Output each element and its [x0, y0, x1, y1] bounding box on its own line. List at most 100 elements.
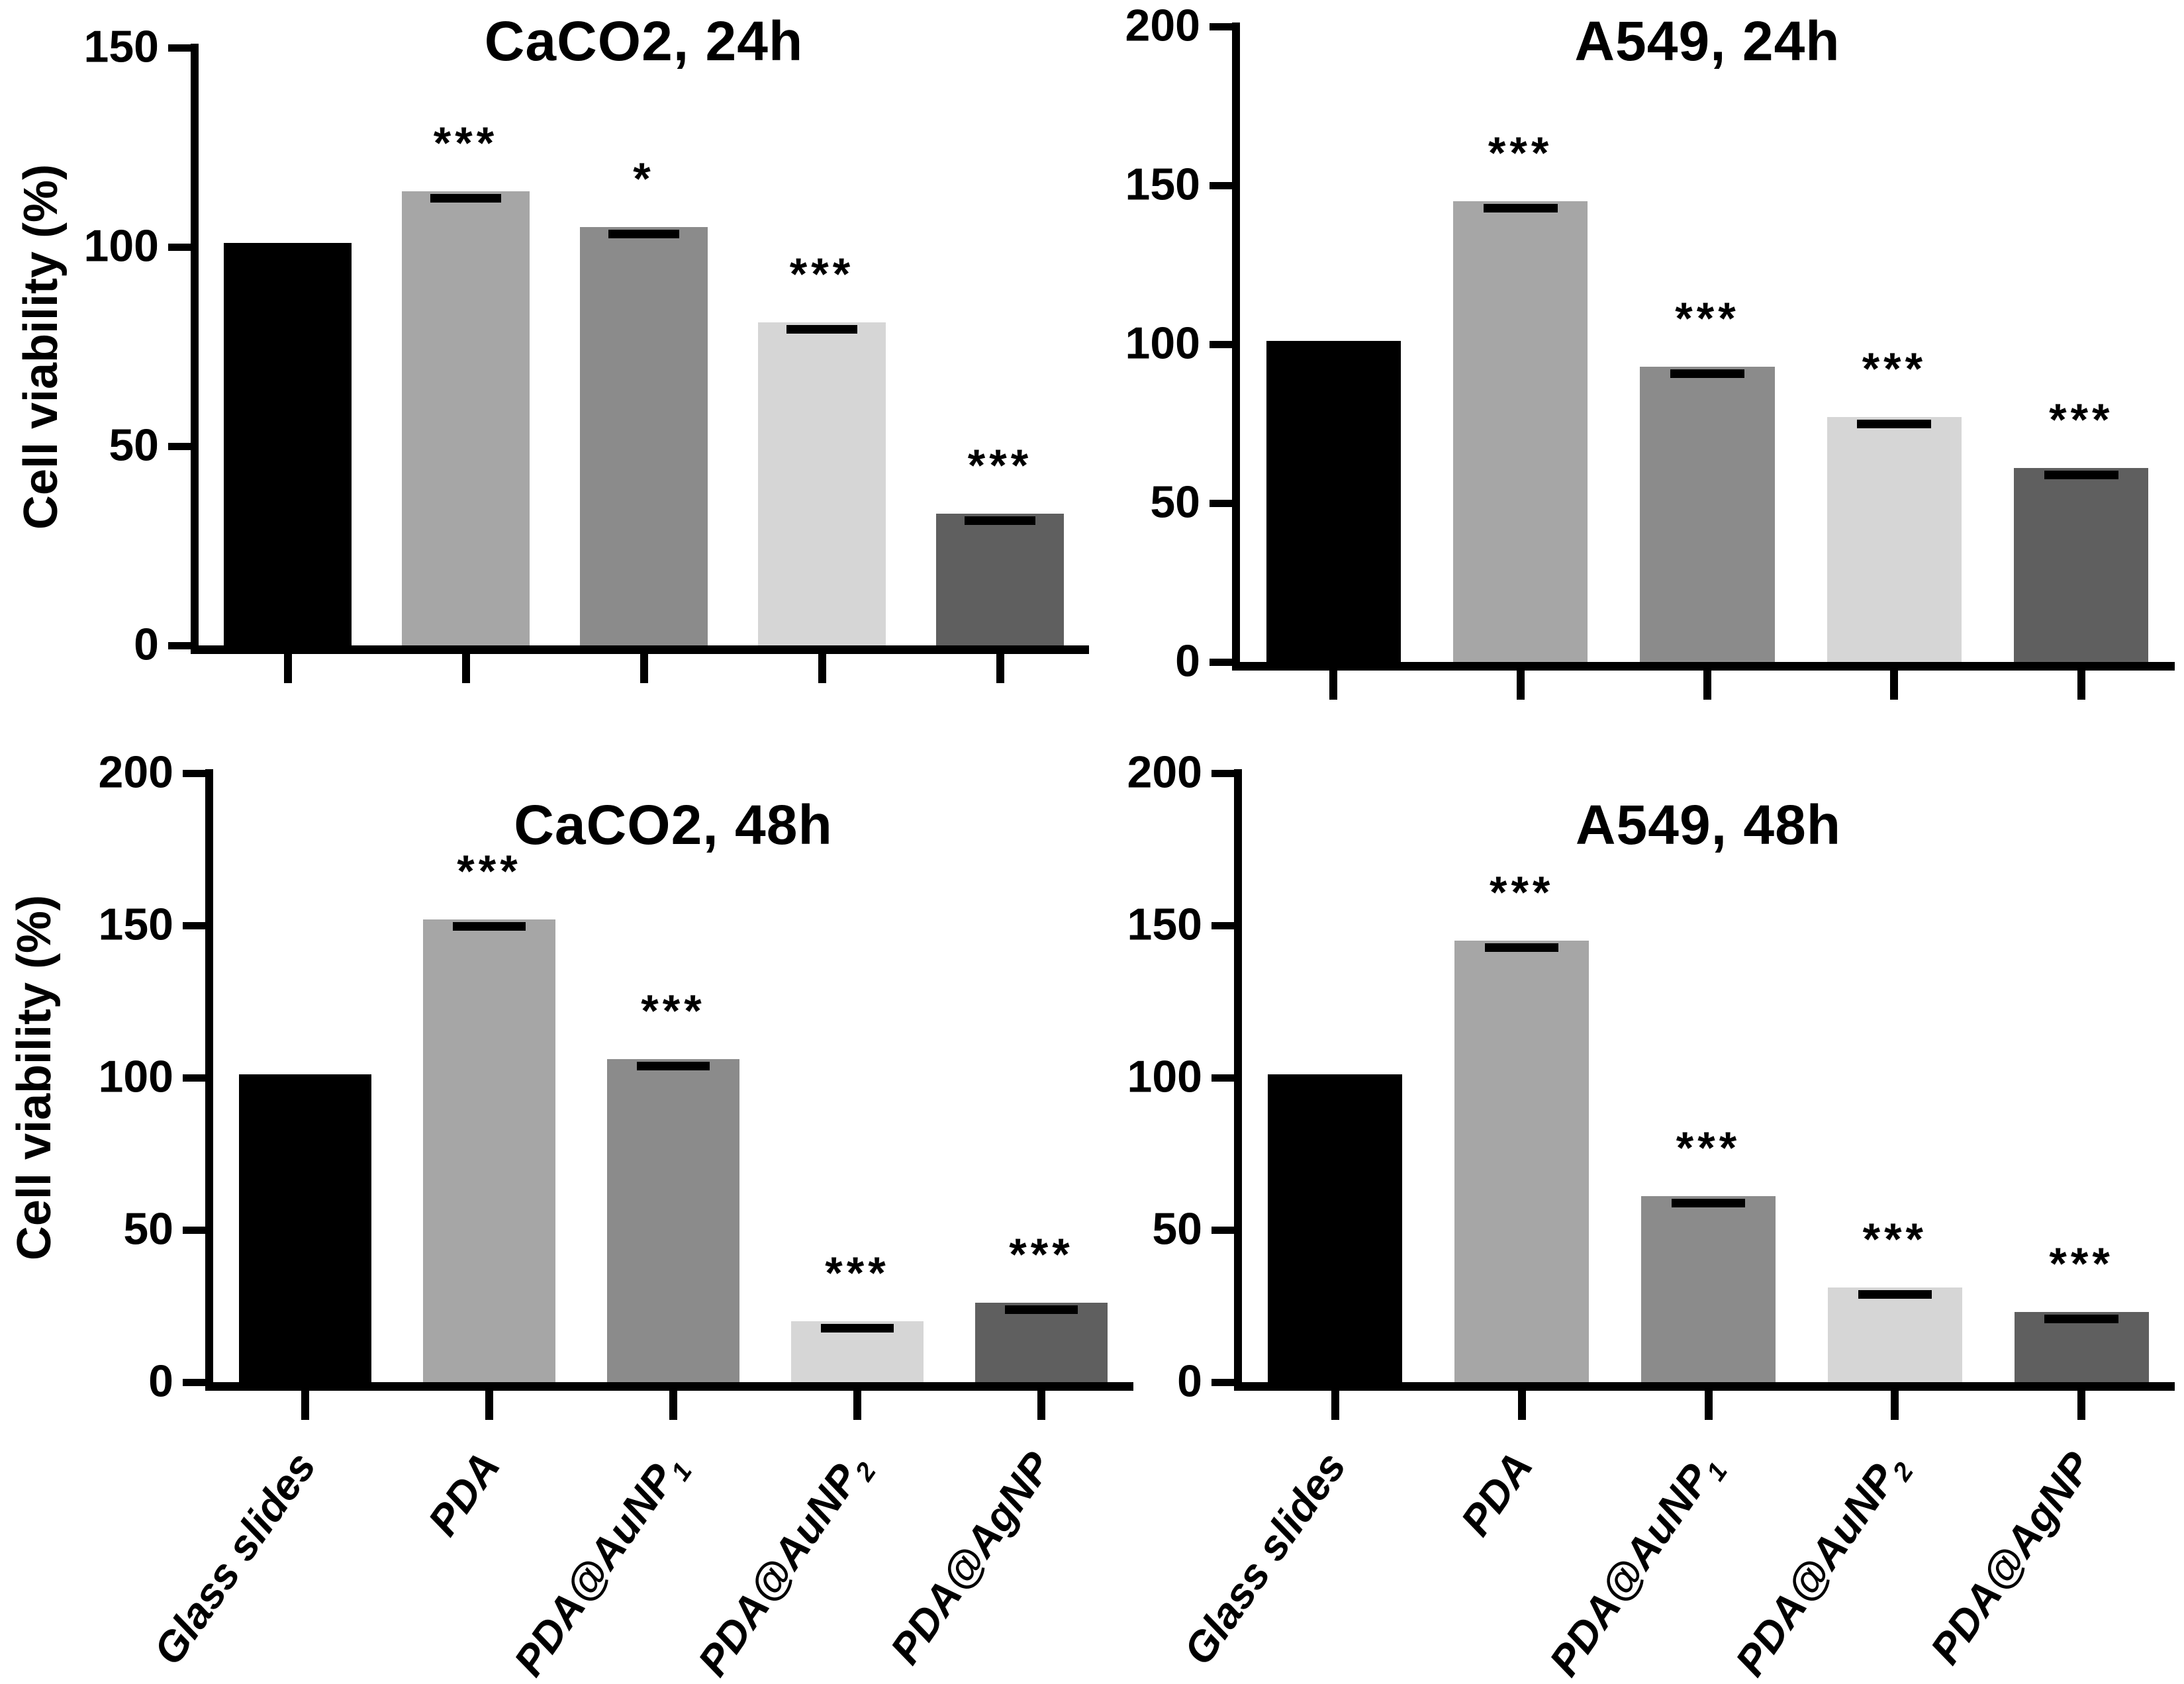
y-tick-label: 150	[83, 21, 159, 72]
error-bar-cap	[268, 1077, 342, 1086]
x-tick-mark	[1890, 671, 1899, 700]
error-bar-cap	[1296, 344, 1371, 352]
y-tick-mark	[1210, 500, 1240, 507]
y-tick-label: 50	[1150, 477, 1200, 528]
error-bar-cap	[1671, 1199, 1746, 1207]
y-tick-label: 200	[1127, 747, 1202, 798]
y-tick-label: 0	[148, 1356, 173, 1407]
y-axis-line	[191, 44, 199, 653]
x-tick-mark	[1517, 1391, 1526, 1420]
significance-label: ***	[789, 249, 855, 299]
x-category-label: PDA@AuNP1	[1539, 1443, 1734, 1684]
y-tick-label: 0	[134, 619, 159, 670]
error-bar-cap	[1298, 1077, 1372, 1086]
y-tick-mark	[183, 1074, 213, 1082]
error-bar-cap	[636, 1062, 710, 1070]
y-tick-mark	[1210, 341, 1240, 348]
x-category-label: PDA@AgNP	[1921, 1443, 2107, 1676]
significance-label: ***	[457, 846, 522, 896]
x-tick-mark	[485, 1391, 493, 1420]
x-tick-mark	[853, 1391, 861, 1420]
error-bar-cap	[965, 516, 1035, 525]
y-tick-mark	[1210, 182, 1240, 189]
y-tick-label: 50	[109, 420, 159, 471]
x-tick-mark	[283, 654, 292, 683]
error-bar-cap	[1857, 420, 1932, 428]
bar-pda-aunp2	[1827, 417, 1962, 662]
y-tick-mark	[183, 1227, 213, 1234]
x-tick-mark	[996, 654, 1004, 683]
y-tick-mark	[1211, 1074, 1242, 1082]
x-category-label-text: Glass slides	[1174, 1443, 1355, 1673]
bar-pda-aunp2	[757, 322, 886, 645]
error-bar-cap	[2044, 1315, 2118, 1323]
bar-pda	[1452, 201, 1588, 662]
x-tick-mark	[2077, 1391, 2086, 1420]
significance-label: *	[633, 154, 655, 204]
x-category-label-text: PDA@AgNP	[1921, 1443, 2101, 1673]
significance-label: ***	[1009, 1229, 1074, 1280]
significance-label: ***	[1488, 128, 1553, 178]
x-category-label: PDA	[1450, 1443, 1546, 1548]
x-axis-line	[1234, 1382, 2175, 1391]
y-tick-mark	[1211, 922, 1242, 929]
bar-glass-slides	[223, 243, 352, 645]
x-tick-mark	[1703, 671, 1711, 700]
y-tick-label: 150	[1125, 159, 1200, 210]
x-tick-mark	[818, 654, 826, 683]
y-tick-mark	[183, 770, 213, 777]
bar-pda-agnp	[974, 1303, 1108, 1382]
error-bar-cap	[2044, 471, 2118, 479]
error-bar-cap	[252, 246, 323, 254]
bar-pda-aunp1	[579, 227, 708, 645]
x-tick-mark	[1037, 1391, 1045, 1420]
bar-pda-agnp	[935, 514, 1065, 645]
error-bar-cap	[1483, 204, 1558, 212]
x-tick-mark	[1891, 1391, 1899, 1420]
y-tick-mark	[183, 1379, 213, 1386]
bar-pda-aunp1	[606, 1059, 740, 1382]
y-tick-label: 0	[1175, 635, 1200, 686]
x-tick-mark	[301, 1391, 309, 1420]
x-tick-mark	[1331, 1391, 1339, 1420]
y-tick-mark	[1210, 23, 1240, 30]
bar-pda-aunp2	[1827, 1287, 1962, 1382]
x-category-label-text: PDA	[1451, 1443, 1542, 1544]
x-category-label-text: PDA@AuNP	[1539, 1455, 1720, 1684]
y-tick-mark	[168, 443, 199, 450]
bar-glass-slides	[1268, 1074, 1403, 1382]
error-bar-cap	[786, 325, 857, 334]
y-tick-label: 100	[1127, 1051, 1202, 1102]
significance-label: ***	[433, 118, 499, 168]
y-tick-label: 50	[123, 1203, 173, 1254]
significance-label: ***	[1675, 293, 1740, 344]
error-bar-cap	[1858, 1290, 1932, 1299]
significance-label: ***	[825, 1248, 890, 1298]
x-axis-line	[205, 1382, 1133, 1391]
y-tick-label: 100	[1125, 318, 1200, 369]
x-tick-mark	[1704, 1391, 1713, 1420]
y-tick-label: 150	[98, 899, 173, 950]
y-tick-mark	[1211, 1379, 1242, 1386]
significance-label: ***	[1489, 867, 1554, 917]
error-bar-cap	[430, 194, 501, 203]
bar-pda-agnp	[2014, 1312, 2149, 1382]
x-category-label: Glass slides	[1174, 1443, 1360, 1677]
y-tick-label: 100	[83, 220, 159, 271]
y-tick-label: 50	[1152, 1203, 1202, 1254]
x-tick-mark	[2077, 671, 2085, 700]
error-bar-cap	[1484, 943, 1559, 952]
significance-label: ***	[1676, 1123, 1741, 1173]
y-tick-label: 200	[98, 747, 173, 798]
bar-pda-agnp	[2014, 468, 2149, 662]
error-bar-cap	[820, 1324, 894, 1333]
bar-pda	[422, 919, 556, 1382]
significance-label: ***	[967, 440, 1033, 491]
bar-glass-slides	[238, 1074, 372, 1382]
x-tick-mark	[461, 654, 470, 683]
x-tick-mark	[1516, 671, 1525, 700]
panel-title: A549, 48h	[1575, 794, 1842, 856]
